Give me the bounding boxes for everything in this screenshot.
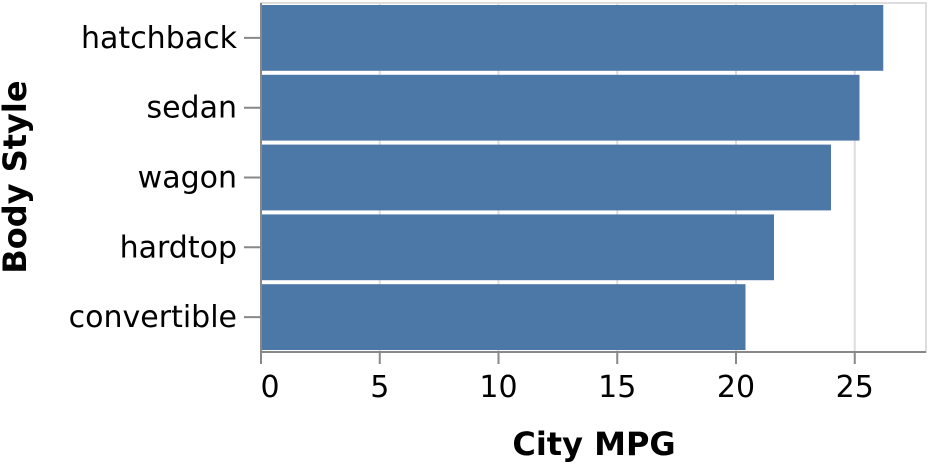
- y-tick-label-hatchback: hatchback: [81, 21, 238, 56]
- bar-convertible: [261, 284, 746, 350]
- x-tick-label: 15: [598, 370, 636, 405]
- bars: [261, 5, 884, 350]
- x-axis-title: City MPG: [512, 425, 675, 463]
- bar-hatchback: [261, 5, 884, 71]
- x-tick-label: 10: [479, 370, 517, 405]
- y-tick-label-hardtop: hardtop: [120, 230, 237, 265]
- axes: [244, 3, 926, 364]
- x-tick-label: 20: [717, 370, 755, 405]
- y-axis-title: Body Style: [0, 80, 34, 273]
- x-tick-label: 5: [370, 370, 389, 405]
- bar-wagon: [261, 144, 831, 211]
- y-tick-label-wagon: wagon: [138, 161, 237, 196]
- tick-labels: 0 5 10 15 20 25 hatchback sedan wagon hardtop conv…: [69, 21, 874, 405]
- x-tick-label: 0: [260, 370, 279, 405]
- bar-sedan: [261, 74, 860, 141]
- x-tick-label: 25: [836, 370, 874, 405]
- y-tick-label-convertible: convertible: [69, 300, 237, 335]
- bar-hardtop: [261, 214, 774, 281]
- y-tick-label-sedan: sedan: [146, 91, 237, 126]
